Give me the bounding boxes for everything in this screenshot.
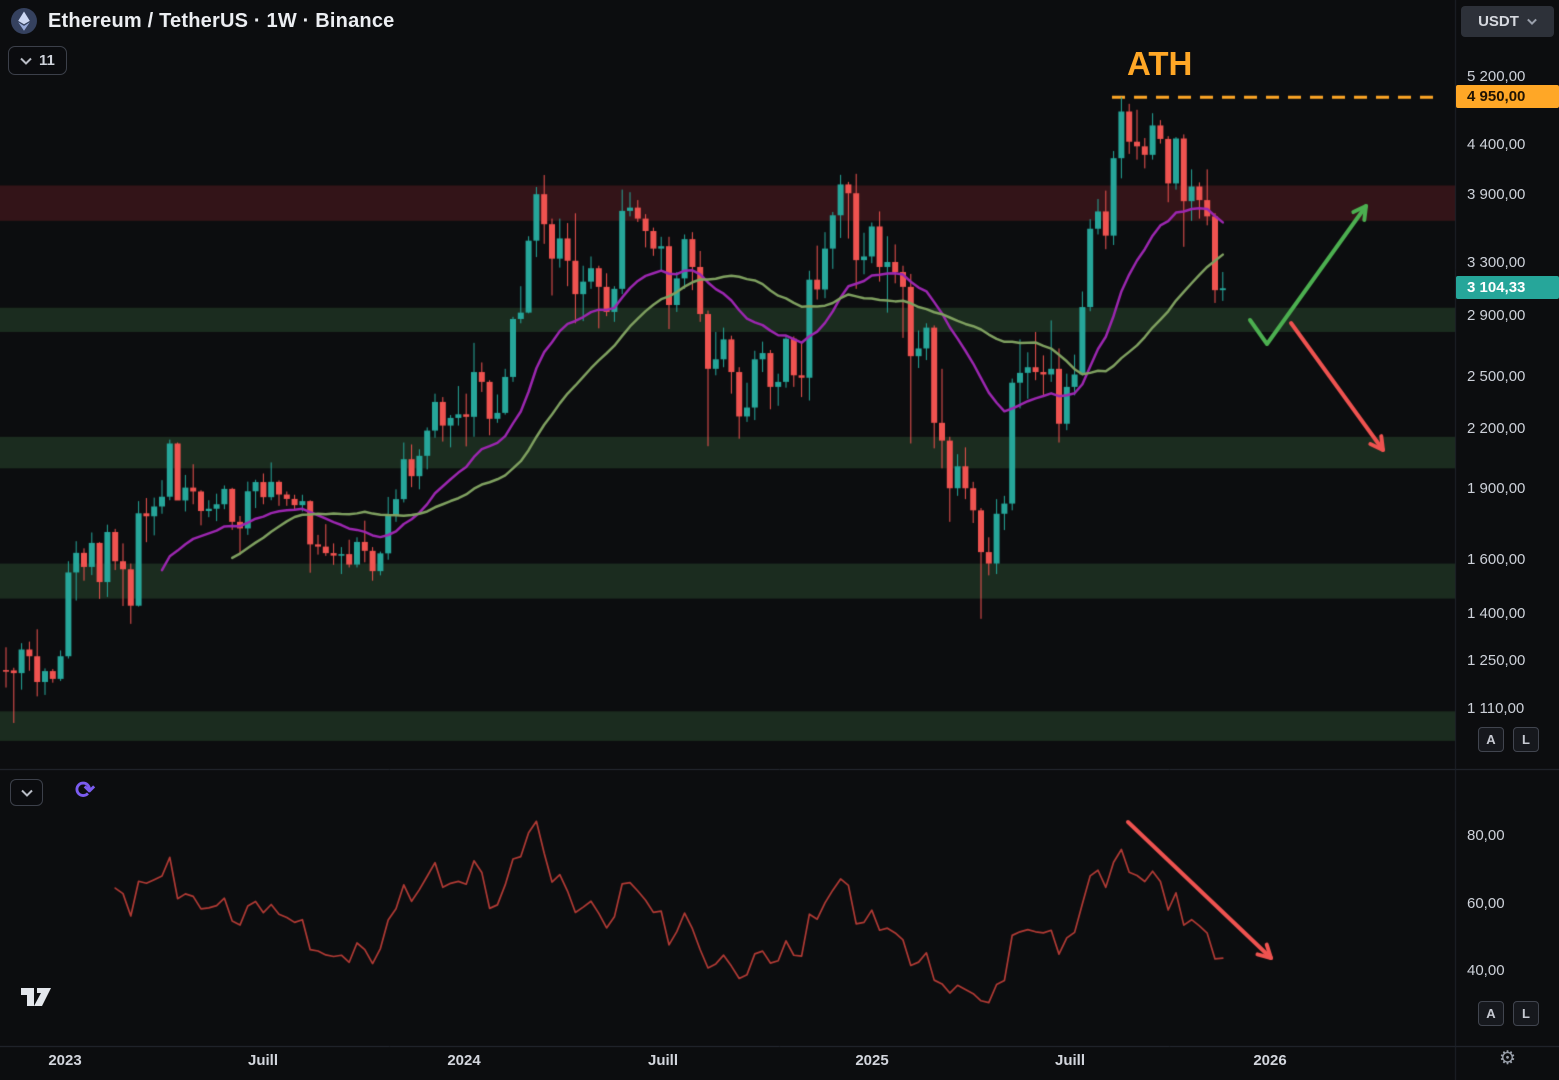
chevron-down-icon [20, 789, 33, 797]
price-axis-label: 5 200,00 [1467, 68, 1526, 85]
price-axis-label: 1 250,00 [1467, 651, 1526, 669]
price-axis-label: 4 400,00 [1467, 136, 1526, 154]
rsi-log-scale-button[interactable]: L [1513, 1001, 1539, 1026]
rsi-pane-scale-controls: A L [1478, 1001, 1539, 1026]
chevron-down-icon [20, 57, 32, 65]
price-axis-label: 1 400,00 [1467, 605, 1526, 623]
rsi-axis-label: 60,00 [1467, 894, 1505, 912]
current-price-badge: 3 104,33 [1456, 276, 1559, 300]
main-pane-scale-controls: A L [1478, 727, 1539, 752]
price-axis-label: 1 900,00 [1467, 480, 1526, 498]
price-axis-label: 2 500,00 [1467, 367, 1526, 385]
rsi-axis-label: 40,00 [1467, 962, 1505, 979]
time-axis-label: 2025 [855, 1052, 889, 1069]
rsi-pane-collapse-button[interactable] [10, 779, 43, 806]
settings-gear-icon[interactable]: ⚙ [1499, 1048, 1517, 1069]
rsi-refresh-icon[interactable]: ⟳ [75, 777, 96, 804]
price-axis-label: 1 110,00 [1467, 700, 1525, 718]
symbol-title[interactable]: Ethereum / TetherUS · 1W · Binance [48, 9, 395, 32]
price-axis-label: 2 200,00 [1467, 420, 1526, 438]
time-axis-label: 2023 [48, 1052, 82, 1069]
currency-label: USDT [1478, 13, 1519, 30]
chart-legend: Ethereum / TetherUS · 1W · Binance [10, 7, 395, 35]
auto-scale-button[interactable]: A [1478, 727, 1504, 752]
time-axis-label: Juill [1054, 1052, 1086, 1069]
rsi-auto-scale-button[interactable]: A [1478, 1001, 1504, 1026]
price-axis-label: 3 300,00 [1467, 254, 1526, 272]
time-axis-label: 2026 [1253, 1052, 1287, 1069]
ath-annotation-label[interactable]: ATH [1127, 45, 1193, 82]
chevron-down-icon [1527, 18, 1537, 25]
price-axis-label: 1 600,00 [1467, 550, 1526, 568]
time-axis-label: 2024 [447, 1052, 481, 1069]
ethereum-logo-icon [11, 8, 37, 34]
time-axis-label: Juill [247, 1052, 279, 1069]
rsi-axis-label: 80,00 [1467, 827, 1505, 844]
price-axis-label: 2 900,00 [1467, 307, 1526, 325]
ath-price-badge: 4 950,00 [1456, 85, 1559, 109]
price-axis-label: 3 900,00 [1467, 185, 1526, 203]
log-scale-button[interactable]: L [1513, 727, 1539, 752]
legend-collapse-button[interactable]: 11 [8, 46, 67, 75]
time-axis-label: Juill [647, 1052, 679, 1069]
indicator-count: 11 [39, 52, 55, 69]
currency-selector[interactable]: USDT [1461, 6, 1554, 37]
tradingview-logo[interactable] [20, 984, 58, 1015]
